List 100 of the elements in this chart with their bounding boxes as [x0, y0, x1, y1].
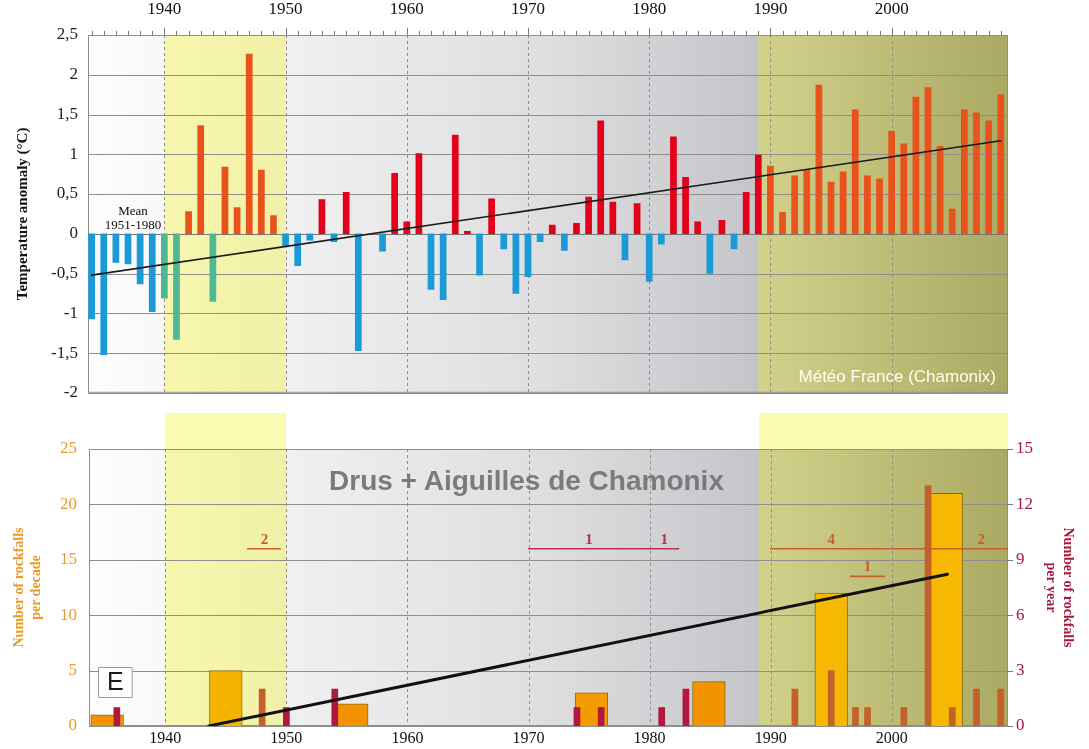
annotation: 4 [827, 530, 836, 547]
bar [645, 233, 653, 282]
bar [864, 175, 871, 235]
bar [621, 233, 629, 261]
bar [597, 707, 605, 726]
y-tick-label: 0,5 [56, 183, 78, 203]
annotation: 1 [863, 558, 872, 575]
x-tick-label: 1990 [754, 728, 787, 746]
x-tick-label: 1980 [633, 728, 666, 746]
bar [258, 688, 266, 726]
y-axis-title: Number of rockfalls per decade [11, 526, 43, 648]
y2-tick-label: 15 [1016, 438, 1033, 458]
bar [112, 233, 120, 263]
bar [536, 233, 544, 243]
bar [197, 125, 205, 235]
y-axis-title: Temperature anomaly (°C) [13, 127, 31, 301]
bar [512, 233, 520, 294]
x-tick-label: 2000 [875, 728, 908, 746]
bar [585, 196, 592, 235]
bar [839, 171, 847, 235]
bar [88, 233, 95, 320]
bar [342, 192, 350, 235]
y-tick-label: 25 [60, 438, 77, 458]
x-tick-label: 1970 [511, 0, 545, 19]
bar [427, 233, 435, 290]
bar [767, 165, 774, 235]
y-tick-label: -0,5 [51, 263, 78, 282]
bar [803, 169, 811, 235]
bar [682, 177, 689, 235]
bar [779, 211, 786, 235]
bar [148, 233, 156, 313]
bar [573, 223, 580, 235]
y-tick-label: 10 [60, 604, 77, 624]
bar [864, 707, 871, 726]
y-tick-label: -1 [63, 302, 78, 322]
bar [100, 233, 108, 355]
bar [282, 233, 289, 247]
bar [730, 233, 738, 250]
bar [245, 53, 253, 235]
bar [791, 175, 799, 235]
y2-tick-label: 3 [1016, 660, 1025, 680]
bar [876, 178, 883, 235]
y2-tick-label: 9 [1016, 549, 1025, 569]
y-tick-label: 20 [60, 493, 77, 513]
bar [997, 688, 1005, 726]
y-tick-label: -1,5 [51, 342, 78, 362]
y-tick-label: 15 [60, 549, 77, 569]
bar [900, 707, 908, 726]
x-tick-label: 1990 [753, 0, 788, 19]
y-tick-label: 2,5 [56, 24, 78, 44]
x-tick-label: 1950 [270, 728, 303, 746]
bar [113, 707, 121, 726]
bar [985, 120, 992, 235]
y-tick-label: 1,5 [56, 103, 78, 123]
bar [754, 154, 762, 235]
y-tick-label: 5 [68, 660, 77, 680]
y-tick-label: 0 [68, 715, 77, 735]
bar [670, 136, 677, 235]
bar [658, 707, 666, 726]
bar [524, 233, 532, 278]
bar [464, 231, 471, 235]
bar [948, 707, 956, 726]
bar [391, 173, 399, 235]
y-tick-label: 0 [69, 223, 78, 243]
bar [354, 233, 362, 351]
bar [973, 112, 980, 235]
annotation: 1 [660, 530, 668, 547]
bar [257, 169, 265, 235]
x-tick-label: 1970 [512, 728, 545, 746]
y2-tick-label: 6 [1016, 604, 1025, 624]
x-tick-label: 1960 [391, 728, 424, 746]
bar [851, 109, 859, 235]
bar [961, 109, 968, 235]
x-tick-label: 1940 [147, 0, 182, 19]
y-tick-label: 1 [69, 143, 78, 163]
bar [233, 207, 241, 235]
x-tick-label: 2000 [874, 0, 909, 19]
annotation: 2 [977, 530, 986, 547]
annotation: 2 [260, 530, 269, 547]
bar [609, 201, 617, 235]
y2-tick-label: 0 [1016, 715, 1025, 735]
bar [706, 233, 714, 274]
bar [948, 208, 956, 235]
bar [694, 221, 702, 235]
x-tick-label: 1980 [632, 0, 667, 19]
bar [900, 143, 908, 235]
y2-axis-title: Number of rockfalls per year [1044, 527, 1076, 649]
y-tick-label: 2 [69, 64, 78, 84]
x-tick-label: 1940 [149, 728, 182, 746]
bar [852, 707, 859, 726]
bar [500, 233, 508, 250]
bar [209, 233, 217, 302]
bar [548, 224, 556, 235]
bar [573, 707, 581, 726]
bar [742, 192, 750, 235]
bar [270, 215, 277, 235]
bar [161, 233, 168, 299]
bar [306, 233, 314, 241]
bar [488, 198, 495, 235]
bar [185, 211, 192, 235]
